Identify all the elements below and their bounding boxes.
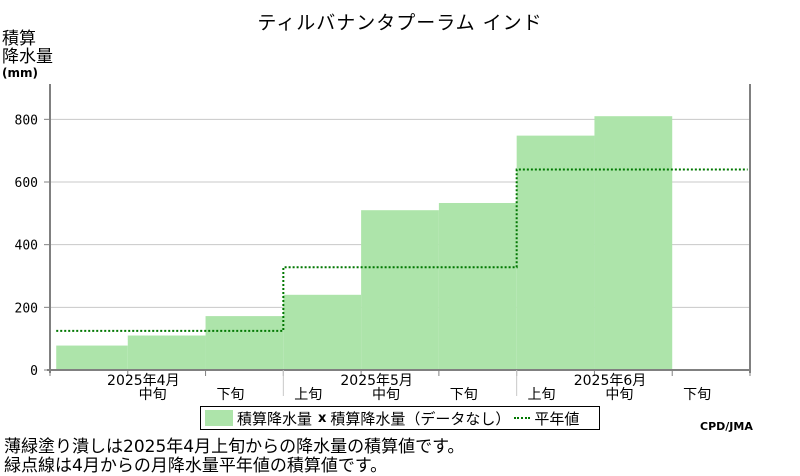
y-axis-label-line2: 降水量 (2, 47, 53, 67)
observed-bar-4 (361, 210, 439, 370)
observed-bar-3 (283, 294, 362, 370)
month-label-1: 2025年5月 (340, 373, 413, 389)
observed-bar-6 (516, 135, 595, 370)
x-tick-label-2: 下旬 (216, 387, 244, 403)
y-tick-label-600: 600 (15, 176, 38, 191)
note-dotted: 緑点線は4月からの月降水量平年値の積算値です。 (4, 456, 388, 476)
observed-bar-7 (594, 116, 673, 370)
x-tick-label-7: 中旬 (605, 387, 633, 403)
month-label-2: 2025年6月 (574, 373, 647, 389)
observed-bar-5 (438, 202, 517, 370)
normal-line (56, 168, 748, 332)
y-tick-label-0: 0 (30, 364, 38, 379)
y-axis-label-line1: 積算 (2, 29, 36, 49)
observed-bar-0 (56, 345, 128, 370)
legend: 積算降水量 x 積算降水量（データなし） 平年値 (200, 406, 600, 430)
observed-bar-1 (127, 335, 206, 370)
x-tick-label-1: 中旬 (139, 387, 167, 403)
note-fill: 薄緑塗り潰しは2025年4月上旬からの降水量の積算値です。 (4, 437, 465, 457)
legend-observed-label: 積算降水量 (237, 409, 313, 428)
x-tick-label-8: 下旬 (683, 387, 711, 403)
legend-missing-label: 積算降水量（データなし） (330, 409, 511, 428)
x-tick-label-4: 中旬 (372, 387, 400, 403)
month-label-0: 2025年4月 (107, 373, 180, 389)
y-tick-label-800: 800 (15, 113, 38, 128)
legend-normal-label: 平年値 (534, 409, 580, 428)
y-tick-label-200: 200 (15, 301, 38, 316)
observed-bar-2 (205, 316, 284, 370)
x-tick-label-3: 上旬 (294, 387, 322, 403)
legend-normal-line (514, 417, 531, 419)
y-tick-label-400: 400 (15, 239, 38, 254)
legend-swatch-observed (205, 410, 233, 426)
credit: CPD/JMA (700, 420, 753, 433)
x-tick-label-5: 下旬 (450, 387, 478, 403)
x-tick-label-6: 上旬 (528, 387, 556, 403)
y-axis-unit: (mm) (2, 66, 38, 80)
y-axis-label: 積算 降水量 (2, 30, 53, 66)
chart-title: ティルバナンタプーラム インド (257, 12, 543, 34)
legend-missing-marker: x (318, 410, 327, 426)
